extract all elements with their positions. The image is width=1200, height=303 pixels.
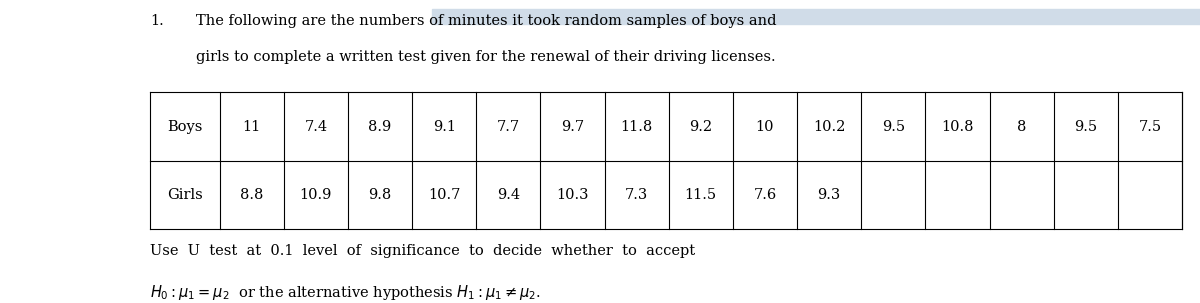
Text: 11.8: 11.8 bbox=[620, 119, 653, 134]
Text: 10.9: 10.9 bbox=[300, 188, 332, 202]
Text: Use  U  test  at  0.1  level  of  significance  to  decide  whether  to  accept: Use U test at 0.1 level of significance … bbox=[150, 244, 695, 258]
Text: Boys: Boys bbox=[167, 119, 203, 134]
Text: 8.8: 8.8 bbox=[240, 188, 263, 202]
Text: 7.6: 7.6 bbox=[754, 188, 776, 202]
Text: 9.7: 9.7 bbox=[560, 119, 584, 134]
Text: 9.8: 9.8 bbox=[368, 188, 391, 202]
Text: 8.9: 8.9 bbox=[368, 119, 391, 134]
Text: 8: 8 bbox=[1016, 119, 1026, 134]
Text: 9.1: 9.1 bbox=[433, 119, 456, 134]
Text: 9.4: 9.4 bbox=[497, 188, 520, 202]
Text: 11.5: 11.5 bbox=[685, 188, 716, 202]
Text: 9.2: 9.2 bbox=[689, 119, 713, 134]
Text: 10: 10 bbox=[756, 119, 774, 134]
Text: girls to complete a written test given for the renewal of their driving licenses: girls to complete a written test given f… bbox=[196, 50, 775, 64]
Text: 7.7: 7.7 bbox=[497, 119, 520, 134]
Text: 10.8: 10.8 bbox=[941, 119, 973, 134]
Text: 10.7: 10.7 bbox=[428, 188, 461, 202]
Text: 9.5: 9.5 bbox=[1074, 119, 1097, 134]
Text: 1.: 1. bbox=[150, 14, 163, 28]
Text: 11: 11 bbox=[242, 119, 260, 134]
Text: 9.3: 9.3 bbox=[817, 188, 841, 202]
Bar bbox=[432, 9, 1200, 24]
Text: 10.3: 10.3 bbox=[557, 188, 589, 202]
Text: Girls: Girls bbox=[167, 188, 203, 202]
Text: 7.5: 7.5 bbox=[1139, 119, 1162, 134]
Text: 7.3: 7.3 bbox=[625, 188, 648, 202]
Text: 10.2: 10.2 bbox=[812, 119, 845, 134]
Text: 9.5: 9.5 bbox=[882, 119, 905, 134]
Text: The following are the numbers of minutes it took random samples of boys and: The following are the numbers of minutes… bbox=[196, 14, 776, 28]
Text: $H_0 : \mu_1 = \mu_2$  or the alternative hypothesis $H_1 : \mu_1 \neq \mu_2$.: $H_0 : \mu_1 = \mu_2$ or the alternative… bbox=[150, 283, 541, 302]
Text: 7.4: 7.4 bbox=[305, 119, 328, 134]
